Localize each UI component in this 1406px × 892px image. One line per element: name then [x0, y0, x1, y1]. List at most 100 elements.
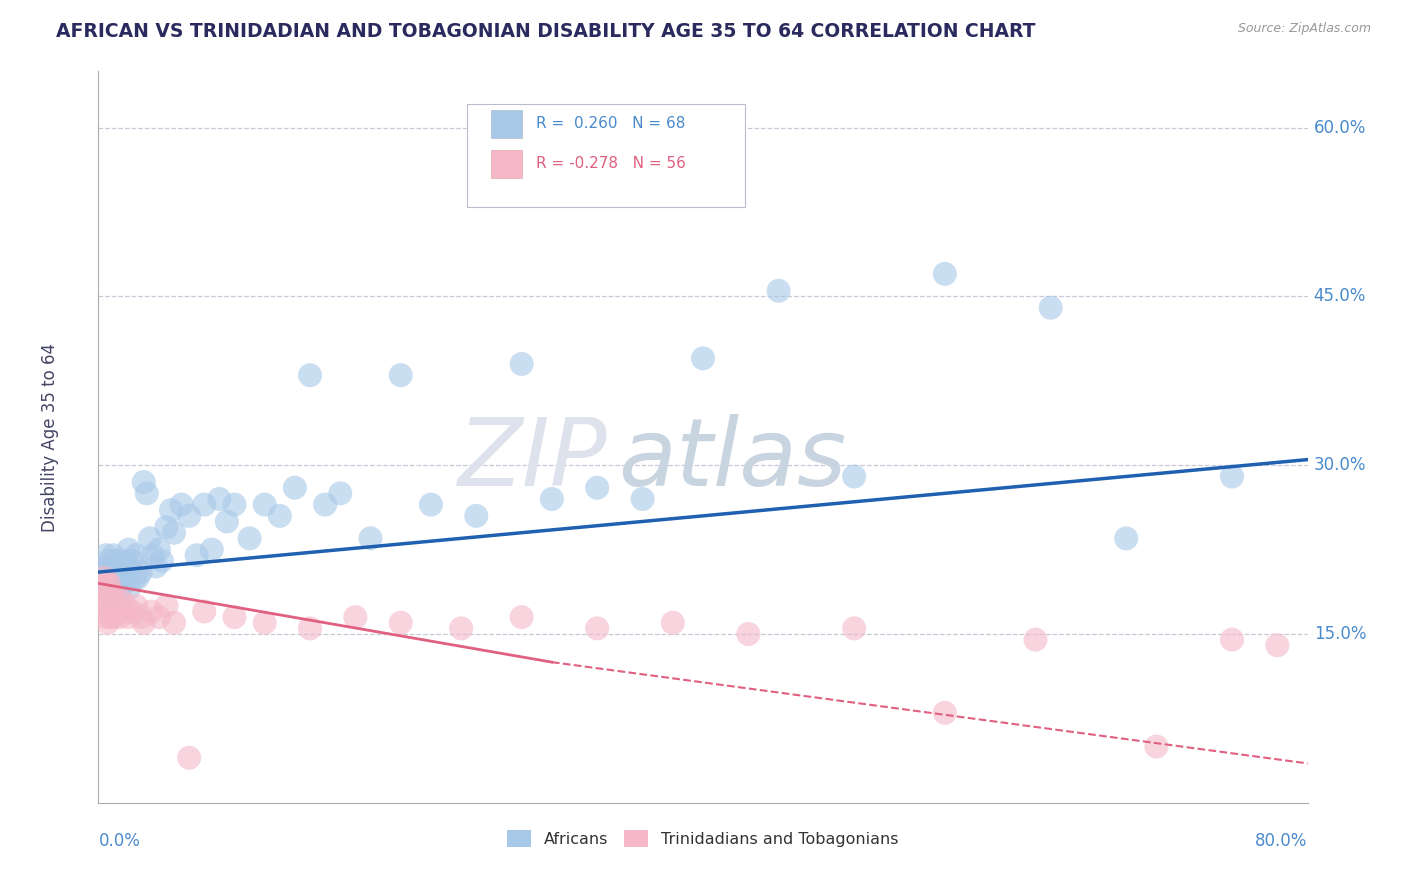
Point: [201, 542, 224, 557]
Point: [208, 491, 231, 506]
Point: [96, 576, 118, 591]
Text: 80.0%: 80.0%: [1256, 832, 1308, 850]
Text: R = -0.278   N = 56: R = -0.278 N = 56: [536, 156, 686, 171]
Point: [141, 605, 163, 619]
Point: [299, 368, 322, 383]
Point: [98, 554, 121, 568]
Point: [586, 621, 609, 635]
Point: [844, 469, 866, 483]
Point: [121, 605, 143, 619]
Point: [94, 582, 117, 596]
Point: [160, 503, 183, 517]
Point: [101, 593, 124, 607]
Text: Disability Age 35 to 64: Disability Age 35 to 64: [41, 343, 59, 532]
Point: [107, 554, 129, 568]
Point: [103, 559, 125, 574]
Point: [661, 615, 683, 630]
Point: [314, 498, 336, 512]
Text: AFRICAN VS TRINIDADIAN AND TOBAGONIAN DISABILITY AGE 35 TO 64 CORRELATION CHART: AFRICAN VS TRINIDADIAN AND TOBAGONIAN DI…: [56, 22, 1036, 41]
Text: 0.0%: 0.0%: [98, 832, 141, 850]
Point: [94, 599, 117, 613]
Point: [121, 554, 143, 568]
Point: [124, 571, 146, 585]
Point: [215, 515, 238, 529]
Point: [94, 548, 117, 562]
Point: [94, 559, 117, 574]
Point: [103, 548, 125, 562]
Point: [115, 565, 138, 579]
Point: [465, 508, 488, 523]
Point: [150, 554, 173, 568]
FancyBboxPatch shape: [492, 151, 522, 178]
Point: [118, 582, 141, 596]
Point: [101, 605, 124, 619]
Point: [1039, 301, 1062, 315]
Point: [111, 559, 134, 574]
Point: [934, 267, 956, 281]
Point: [100, 610, 122, 624]
Point: [179, 508, 201, 523]
Point: [110, 571, 132, 585]
Point: [193, 605, 215, 619]
Text: 60.0%: 60.0%: [1313, 119, 1367, 136]
Point: [114, 554, 136, 568]
Point: [269, 508, 291, 523]
Point: [118, 542, 141, 557]
Point: [193, 498, 215, 512]
Point: [1267, 638, 1289, 652]
Point: [101, 588, 124, 602]
Text: 45.0%: 45.0%: [1313, 287, 1367, 305]
Point: [100, 571, 122, 585]
Point: [103, 599, 125, 613]
Point: [103, 610, 125, 624]
Point: [1144, 739, 1167, 754]
Legend: Africans, Trinidadians and Tobagonians: Africans, Trinidadians and Tobagonians: [501, 824, 905, 854]
Point: [239, 532, 262, 546]
Point: [253, 498, 276, 512]
Point: [510, 610, 533, 624]
Point: [100, 588, 122, 602]
Point: [103, 576, 125, 591]
Point: [163, 615, 186, 630]
Point: [253, 615, 276, 630]
Text: atlas: atlas: [619, 414, 846, 505]
Point: [1024, 632, 1046, 647]
Point: [631, 491, 654, 506]
Point: [107, 605, 129, 619]
FancyBboxPatch shape: [467, 104, 745, 207]
Point: [1220, 632, 1243, 647]
Point: [329, 486, 352, 500]
Point: [125, 548, 148, 562]
Point: [105, 565, 128, 579]
Point: [145, 559, 167, 574]
Point: [93, 605, 115, 619]
Point: [110, 593, 132, 607]
Point: [1115, 532, 1137, 546]
Point: [170, 498, 193, 512]
Point: [129, 610, 152, 624]
Point: [96, 576, 118, 591]
Point: [224, 610, 246, 624]
Point: [768, 284, 790, 298]
Point: [586, 481, 609, 495]
Point: [224, 498, 246, 512]
Point: [844, 621, 866, 635]
Point: [112, 576, 135, 591]
Point: [284, 481, 307, 495]
Point: [142, 548, 165, 562]
Point: [360, 532, 382, 546]
Point: [344, 610, 367, 624]
Point: [186, 548, 208, 562]
Point: [93, 571, 115, 585]
Point: [100, 599, 122, 613]
Point: [96, 599, 118, 613]
Point: [737, 627, 759, 641]
Point: [450, 621, 472, 635]
Point: [129, 565, 152, 579]
Point: [118, 610, 141, 624]
Point: [299, 621, 322, 635]
Point: [96, 593, 118, 607]
Point: [155, 599, 177, 613]
Point: [98, 576, 121, 591]
Point: [94, 576, 117, 591]
